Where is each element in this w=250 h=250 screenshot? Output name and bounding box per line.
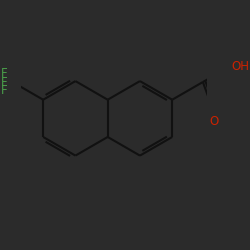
Text: O: O — [209, 115, 218, 128]
Text: F: F — [0, 67, 7, 80]
Text: F: F — [0, 84, 7, 97]
Text: F: F — [0, 76, 7, 88]
Text: OH: OH — [231, 60, 249, 73]
